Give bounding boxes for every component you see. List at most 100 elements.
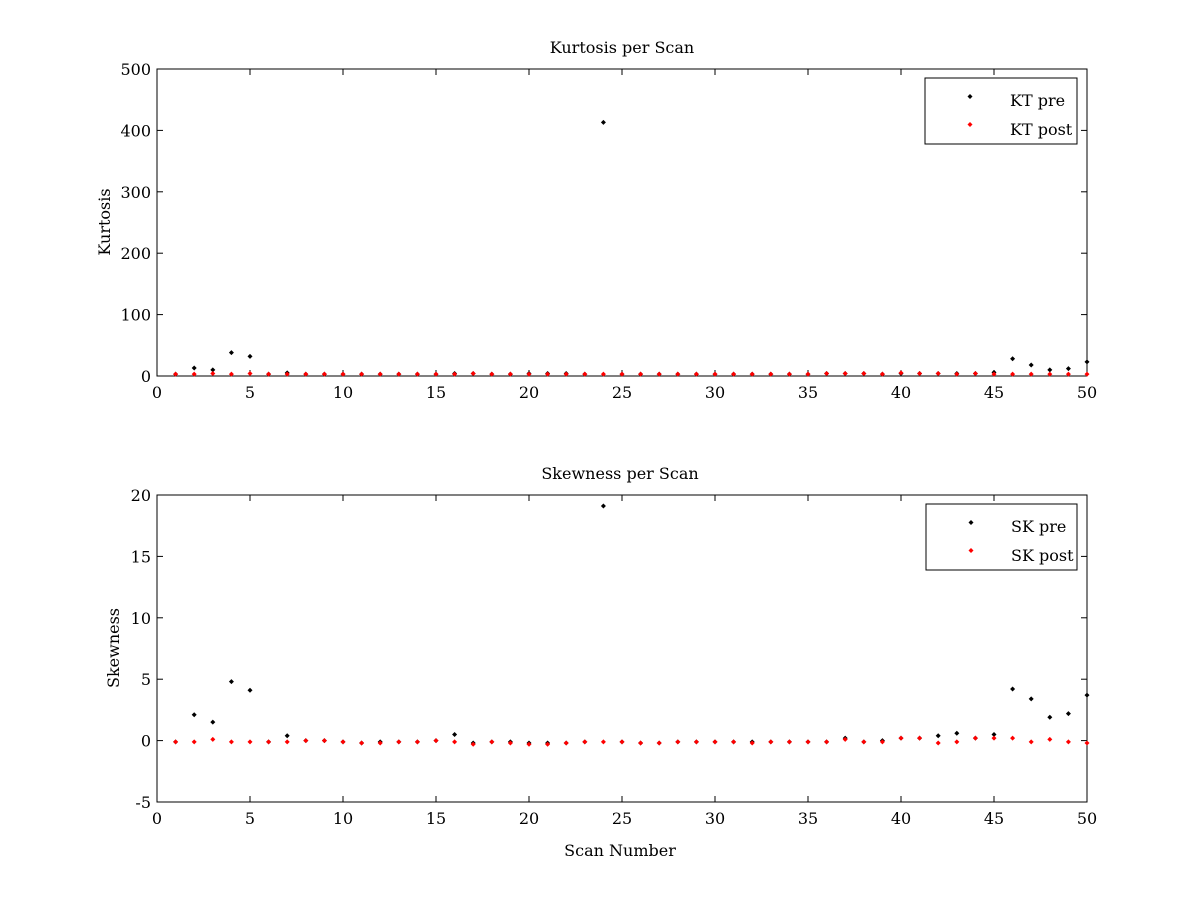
kurtosis-chart-title: Kurtosis per Scan [550,38,694,57]
kurtosis-point-post [861,371,867,377]
skewness-point-post [173,739,179,745]
kurtosis-point-post [266,371,272,377]
kurtosis-point-post [768,371,774,377]
skewness-legend-label-pre: SK pre [1011,517,1066,536]
kurtosis-point-pre [1084,359,1090,365]
kurtosis-point-pre [247,353,253,359]
skewness-point-post [824,739,830,745]
skewness-x-tick-label: 25 [612,809,632,828]
skewness-point-pre [1047,714,1053,720]
skewness-point-post [861,739,867,745]
skewness-point-post [507,740,513,746]
skewness-x-tick-label: 5 [245,809,255,828]
skewness-point-post [805,739,811,745]
kurtosis-point-post [898,370,904,376]
skewness-x-tick-label: 20 [519,809,539,828]
kurtosis-point-post [489,371,495,377]
skewness-point-post [247,739,253,745]
kurtosis-point-pre [210,367,216,373]
kurtosis-y-tick-label: 400 [120,121,151,140]
kurtosis-point-pre [1047,367,1053,373]
skewness-point-post [693,739,699,745]
kurtosis-point-post [1010,371,1016,377]
skewness-point-pre [991,731,997,737]
skewness-point-post [414,739,420,745]
skewness-point-post [712,739,718,745]
skewness-point-post [1065,739,1071,745]
skewness-point-pre [452,731,458,737]
skewness-y-axis-label: Skewness [104,608,123,688]
kurtosis-point-post [805,371,811,377]
skewness-point-post [731,739,737,745]
skewness-point-post [1084,740,1090,746]
kurtosis-point-post [284,371,290,377]
skewness-y-tick-label: 15 [131,547,151,566]
skewness-x-tick-label: 30 [705,809,725,828]
kurtosis-point-pre [228,350,234,356]
skewness-data-points [173,503,1090,747]
skewness-point-pre [935,733,941,739]
skewness-point-post [452,739,458,745]
kurtosis-point-post [991,371,997,377]
kurtosis-point-post [638,371,644,377]
kurtosis-x-tick-label: 0 [152,383,162,402]
kurtosis-y-tick-label: 100 [120,306,151,325]
skewness-point-post [917,735,923,741]
kurtosis-point-post [228,371,234,377]
skewness-point-post [563,740,569,746]
kurtosis-point-pre [1028,362,1034,368]
skewness-point-post [1047,736,1053,742]
kurtosis-point-post [1028,371,1034,377]
skewness-y-tick-label: 10 [131,609,151,628]
skewness-point-post [340,739,346,745]
kurtosis-x-tick-label: 35 [798,383,818,402]
kurtosis-y-tick-label: 500 [120,60,151,79]
kurtosis-legend-label-post: KT post [1010,120,1073,139]
skewness-point-pre [600,503,606,509]
kurtosis-point-post [452,371,458,377]
skewness-x-tick-label: 40 [891,809,911,828]
kurtosis-point-post [414,371,420,377]
kurtosis-point-post [749,371,755,377]
kurtosis-point-post [1065,371,1071,377]
kurtosis-point-post [879,371,885,377]
skewness-point-post [768,739,774,745]
skewness-point-post [656,740,662,746]
kurtosis-point-pre [1010,356,1016,362]
skewness-point-post [954,739,960,745]
kurtosis-point-post [656,371,662,377]
skewness-x-tick-label: 10 [333,809,353,828]
kurtosis-point-post [210,371,216,377]
skewness-point-pre [228,679,234,685]
skewness-point-pre [191,712,197,718]
skewness-point-post [786,739,792,745]
skewness-point-post [842,736,848,742]
skewness-point-post [972,735,978,741]
skewness-point-post [489,739,495,745]
skewness-y-tick-label: 0 [141,732,151,751]
kurtosis-point-post [526,371,532,377]
skewness-point-pre [1010,686,1016,692]
skewness-legend-marker-pre [968,520,974,525]
kurtosis-x-tick-label: 40 [891,383,911,402]
skewness-point-post [675,739,681,745]
skewness-point-post [749,740,755,746]
skewness-point-post [210,736,216,742]
skewness-point-post [433,738,439,744]
kurtosis-point-post [600,371,606,377]
skewness-point-post [284,739,290,745]
kurtosis-x-tick-label: 15 [426,383,446,402]
kurtosis-data-points [173,119,1090,377]
skewness-chart-title: Skewness per Scan [541,464,698,483]
kurtosis-point-post [842,371,848,377]
kurtosis-point-post [433,371,439,377]
skewness-point-pre [210,719,216,725]
kurtosis-y-tick-label: 200 [120,244,151,263]
kurtosis-point-pre [191,365,197,371]
skewness-point-post [191,739,197,745]
kurtosis-point-post [507,371,513,377]
skewness-point-pre [1084,692,1090,698]
skewness-point-post [600,739,606,745]
